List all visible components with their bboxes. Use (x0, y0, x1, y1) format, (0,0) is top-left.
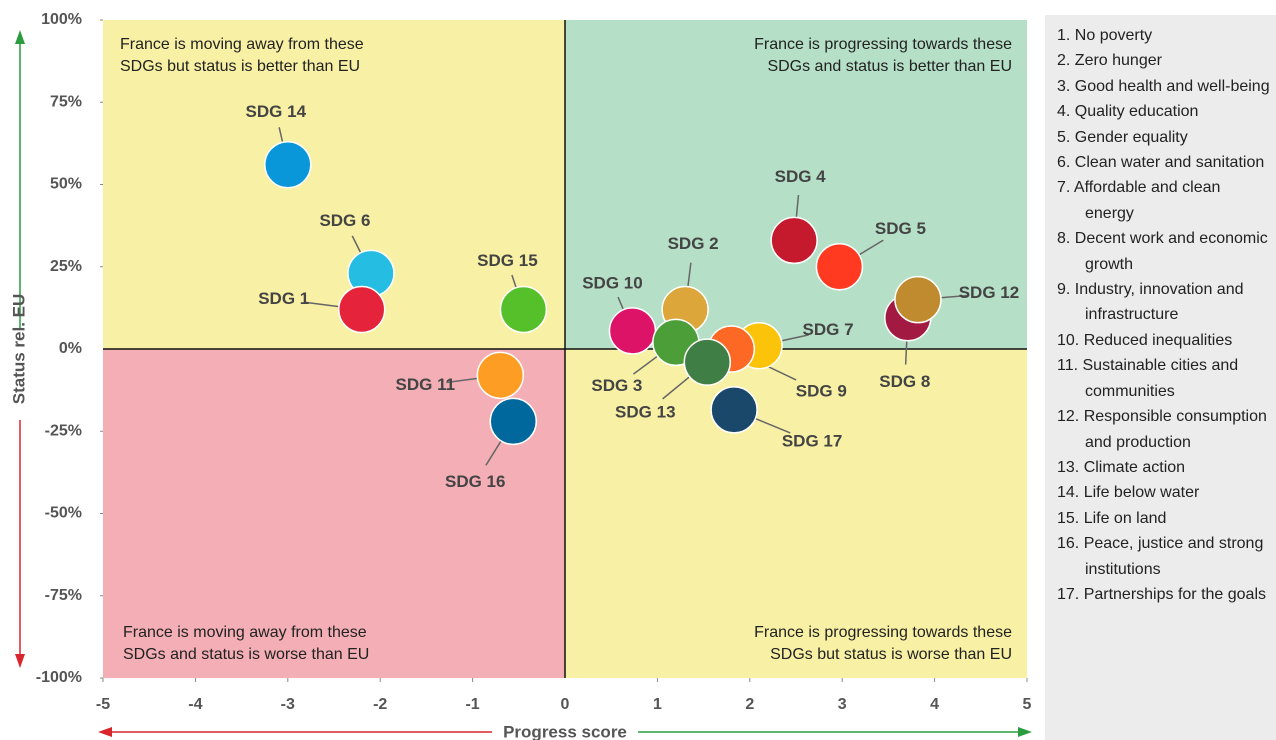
legend-item: 6. Clean water and sanitation (1057, 154, 1265, 172)
point-label: SDG 15 (477, 251, 537, 270)
x-tick-label: 0 (561, 696, 570, 713)
point-label: SDG 16 (445, 472, 505, 491)
quadrant (565, 20, 1027, 349)
legend-item: 3. Good health and well-being (1057, 77, 1270, 95)
point-label: SDG 13 (615, 403, 675, 422)
x-tick-label: -3 (281, 696, 295, 713)
y-tick-label: 100% (41, 11, 82, 28)
point (710, 386, 758, 434)
x-tick-label: -5 (96, 696, 110, 713)
x-tick-label: -4 (188, 696, 202, 713)
x-tick-label: 2 (745, 696, 754, 713)
point-label: SDG 4 (775, 167, 827, 186)
legend: 1. No poverty 2. Zero hunger 3. Good healt… (1045, 15, 1276, 740)
point-label: SDG 1 (258, 289, 309, 308)
annotation: France is progressing towards these SDGs… (754, 624, 1012, 663)
quadrant (103, 349, 565, 678)
legend-item: 5. Gender equality (1057, 128, 1188, 146)
point (476, 351, 525, 400)
legend-item: 10. Reduced inequalities (1057, 331, 1233, 349)
y-tick-label: 25% (50, 258, 82, 275)
point-label: SDG 9 (796, 381, 847, 400)
annotation: France is progressing towards these SDGs… (754, 36, 1012, 75)
point-label: SDG 6 (319, 211, 370, 230)
point-label: SDG 14 (246, 102, 307, 121)
x-axis-title: Progress score (503, 722, 627, 740)
x-tick-label: 5 (1023, 696, 1032, 713)
x-tick-label: 1 (653, 696, 662, 713)
legend-item: 9. Industry, innovation and infrastructu… (1057, 281, 1244, 324)
x-tick-label: 4 (930, 696, 939, 713)
point-label: SDG 8 (879, 372, 930, 391)
point (894, 275, 942, 324)
point-label: SDG 12 (959, 283, 1019, 302)
point-label: SDG 17 (782, 431, 842, 450)
legend-item: 12. Responsible consumption and producti… (1057, 408, 1267, 451)
y-tick-label: 0% (59, 340, 82, 357)
y-tick-label: -75% (45, 587, 82, 604)
legend-item: 4. Quality education (1057, 103, 1199, 121)
points (264, 141, 942, 446)
point (608, 307, 657, 355)
legend-item: 13. Climate action (1057, 458, 1186, 476)
legend-item: 1. No poverty (1057, 27, 1153, 44)
point-label: SDG 2 (668, 234, 719, 253)
x-tick-label: -2 (373, 696, 387, 713)
legend-item: 2. Zero hunger (1057, 52, 1162, 70)
y-tick-label: 50% (50, 176, 82, 193)
point-label: SDG 7 (803, 320, 854, 339)
x-tick-label: -1 (465, 696, 479, 713)
point (815, 243, 864, 291)
point (770, 216, 818, 265)
legend-item: 15. Life on land (1057, 509, 1167, 527)
point-label: SDG 3 (591, 376, 642, 395)
point (499, 285, 548, 334)
annotation: France is moving away from these SDGs bu… (120, 36, 364, 75)
y-tick-label: -25% (45, 422, 82, 439)
arrow-head (98, 727, 112, 737)
y-tick-label: -50% (45, 505, 82, 522)
quadrant (565, 349, 1027, 678)
legend-item: 7. Affordable and clean energy (1057, 179, 1221, 222)
arrow-head (15, 30, 25, 44)
annotation: France is moving away from these SDGs an… (123, 624, 370, 663)
point (489, 397, 538, 446)
y-tick-label: -100% (36, 669, 82, 686)
legend-item: 8. Decent work and economic growth (1057, 230, 1268, 273)
chart: Progress score Status rel. EU -100%-75%-… (9, 11, 1032, 740)
arrow-head (15, 654, 25, 668)
legend-item: 11. Sustainable cities and communities (1057, 357, 1239, 400)
y-axis-title: Status rel. EU (9, 294, 28, 405)
point (264, 141, 312, 189)
legend-item: 17. Partnerships for the goals (1057, 585, 1267, 603)
x-tick-label: 3 (838, 696, 847, 713)
point (683, 338, 732, 386)
legend-item: 16. Peace, justice and strong institutio… (1057, 535, 1264, 578)
point-label: SDG 5 (875, 219, 926, 238)
point (337, 285, 386, 334)
point-label: SDG 11 (396, 375, 456, 394)
arrow-head (1018, 727, 1032, 737)
quadrant (103, 20, 565, 349)
point-label: SDG 10 (582, 273, 642, 292)
y-tick-label: 75% (50, 93, 82, 110)
legend-item: 14. Life below water (1057, 484, 1200, 502)
